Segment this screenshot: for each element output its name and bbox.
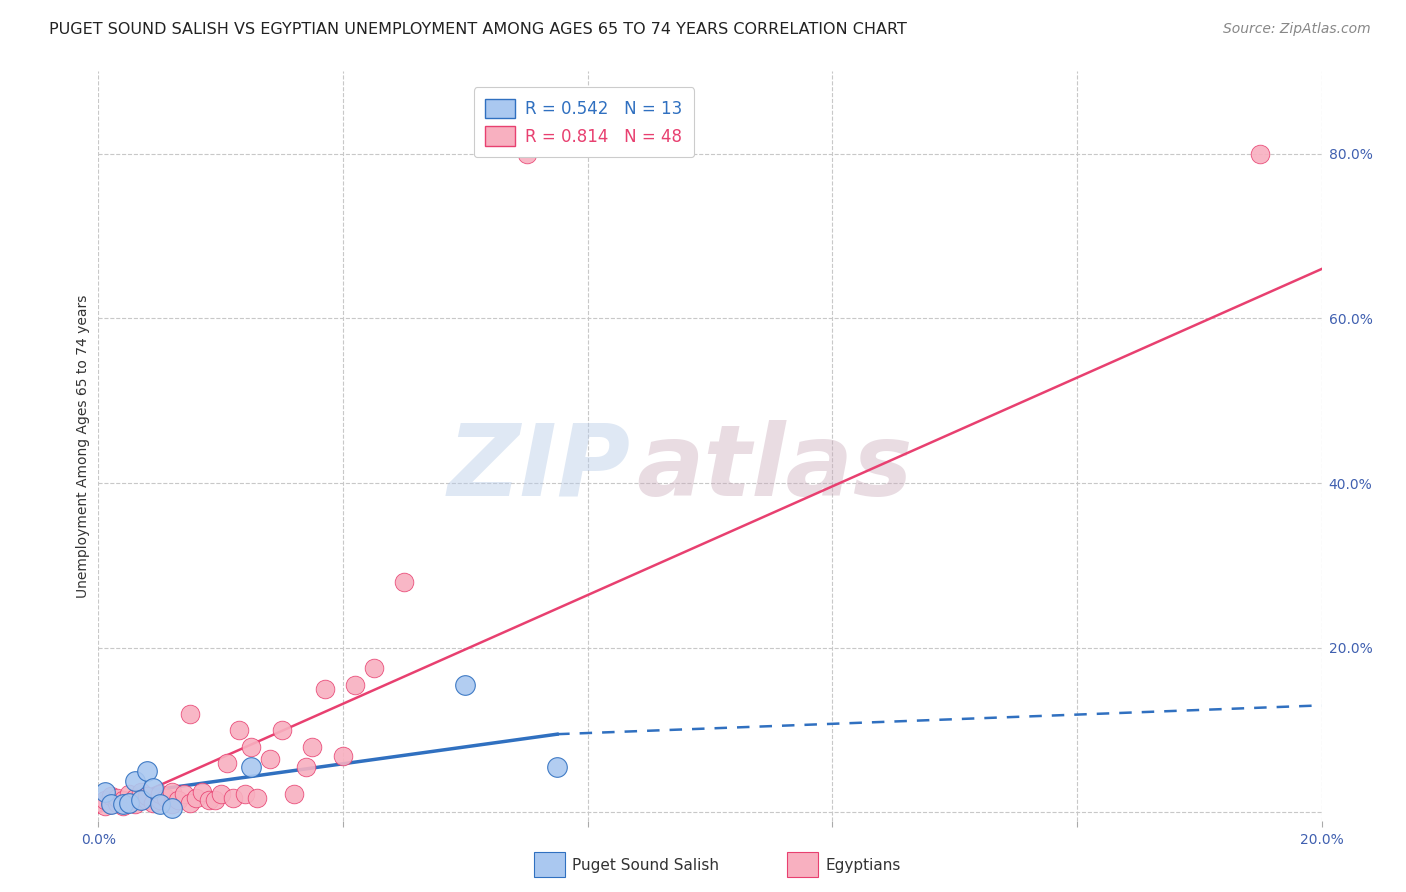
- Point: [111, 798, 134, 813]
- Point: [118, 796, 141, 810]
- Point: [136, 793, 159, 807]
- Point: [240, 739, 263, 754]
- Point: [454, 678, 477, 692]
- Point: [179, 706, 201, 721]
- Point: [100, 797, 122, 812]
- Point: [100, 789, 122, 803]
- Point: [228, 723, 250, 737]
- Point: [215, 756, 238, 770]
- Point: [124, 790, 146, 805]
- Point: [136, 789, 159, 803]
- Point: [142, 796, 165, 810]
- Point: [118, 796, 141, 810]
- Point: [546, 760, 568, 774]
- Point: [240, 760, 263, 774]
- Point: [1249, 146, 1271, 161]
- Point: [160, 801, 183, 815]
- Point: [111, 793, 134, 807]
- Point: [149, 797, 172, 812]
- Point: [160, 785, 183, 799]
- Point: [295, 760, 318, 774]
- Point: [136, 764, 159, 779]
- Text: Egyptians: Egyptians: [825, 858, 901, 872]
- Point: [246, 790, 269, 805]
- Point: [191, 785, 214, 799]
- Point: [259, 752, 281, 766]
- Point: [111, 797, 134, 812]
- Point: [270, 723, 292, 737]
- Point: [105, 796, 128, 810]
- Point: [332, 749, 354, 764]
- Point: [105, 790, 128, 805]
- Point: [142, 780, 165, 795]
- Point: [124, 797, 146, 812]
- Point: [314, 681, 336, 696]
- Point: [149, 787, 172, 801]
- Point: [155, 790, 177, 805]
- Point: [167, 793, 190, 807]
- Point: [129, 793, 152, 807]
- Text: Source: ZipAtlas.com: Source: ZipAtlas.com: [1223, 22, 1371, 37]
- Point: [392, 574, 416, 589]
- Point: [283, 787, 305, 801]
- Point: [124, 774, 146, 789]
- Point: [516, 146, 538, 161]
- Point: [160, 797, 183, 812]
- Point: [222, 790, 245, 805]
- Point: [93, 798, 115, 813]
- Point: [179, 796, 201, 810]
- Y-axis label: Unemployment Among Ages 65 to 74 years: Unemployment Among Ages 65 to 74 years: [76, 294, 90, 598]
- Text: Puget Sound Salish: Puget Sound Salish: [572, 858, 720, 872]
- Point: [100, 797, 122, 812]
- Point: [204, 793, 226, 807]
- Point: [197, 793, 219, 807]
- Text: ZIP: ZIP: [447, 420, 630, 517]
- Point: [149, 793, 172, 807]
- Point: [118, 787, 141, 801]
- Point: [233, 787, 256, 801]
- Point: [129, 785, 152, 799]
- Point: [93, 793, 115, 807]
- Point: [363, 661, 385, 675]
- Text: atlas: atlas: [637, 420, 912, 517]
- Point: [186, 790, 208, 805]
- Point: [301, 739, 323, 754]
- Legend: R = 0.542   N = 13, R = 0.814   N = 48: R = 0.542 N = 13, R = 0.814 N = 48: [474, 87, 695, 157]
- Point: [173, 787, 195, 801]
- Point: [209, 787, 232, 801]
- Text: PUGET SOUND SALISH VS EGYPTIAN UNEMPLOYMENT AMONG AGES 65 TO 74 YEARS CORRELATIO: PUGET SOUND SALISH VS EGYPTIAN UNEMPLOYM…: [49, 22, 907, 37]
- Point: [93, 785, 115, 799]
- Point: [344, 678, 367, 692]
